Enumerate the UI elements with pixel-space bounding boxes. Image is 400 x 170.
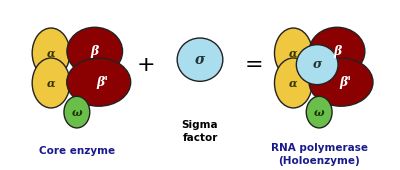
Ellipse shape [274,58,312,108]
Text: α: α [289,47,298,58]
Text: ω: ω [314,107,324,118]
Ellipse shape [274,28,312,78]
Text: β': β' [97,76,109,89]
Text: α: α [289,78,298,88]
Text: β': β' [339,76,351,89]
Text: α: α [47,78,55,88]
Text: σ: σ [312,58,322,71]
Text: ω: ω [72,107,82,118]
Ellipse shape [67,27,122,75]
Text: =: = [244,55,263,75]
Ellipse shape [67,58,131,106]
Text: β: β [91,45,99,58]
Text: α: α [47,47,55,58]
Text: RNA polymerase
(Holoenzyme): RNA polymerase (Holoenzyme) [271,143,368,166]
Ellipse shape [296,45,338,85]
Text: Sigma
factor: Sigma factor [182,120,218,143]
Text: σ: σ [195,53,205,67]
Ellipse shape [306,96,332,128]
Ellipse shape [64,96,90,128]
Ellipse shape [32,58,70,108]
Ellipse shape [309,27,365,75]
Ellipse shape [32,28,70,78]
Ellipse shape [309,58,373,106]
Text: Core enzyme: Core enzyme [39,146,115,156]
Text: β: β [333,45,341,58]
Ellipse shape [177,38,223,81]
Text: +: + [137,55,156,75]
